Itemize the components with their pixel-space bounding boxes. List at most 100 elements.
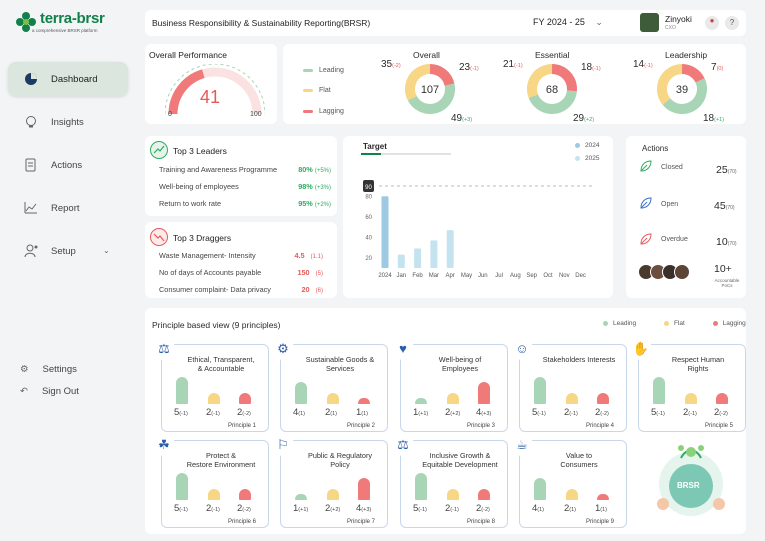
principle-card-9[interactable]: ☕ Value to Consumers 4(1) 2(1) 1(1) Principle…: [511, 434, 627, 528]
leading-slice: [657, 64, 707, 114]
donut-flat-value: 35(-2): [381, 59, 401, 70]
principle-8-icon: ⚖: [392, 434, 414, 456]
overall-performance-card: Overall Performance 41 0 100: [145, 44, 277, 124]
power-icon: ↶: [20, 386, 28, 397]
leaf-red-icon: [640, 233, 652, 245]
action-value-closed: 25(70): [716, 164, 737, 176]
fy-selector[interactable]: FY 2024 - 25 ⌄: [533, 17, 603, 27]
y-tick-label: 20: [365, 256, 372, 262]
principle-value-flat: 2(-1): [206, 503, 220, 514]
legend-lagging: Lagging: [303, 108, 344, 115]
action-label-closed: Closed: [661, 164, 683, 171]
page-title: Business Responsibility & Sustainability…: [152, 18, 371, 28]
principle-value-flat: 2(1): [325, 407, 338, 418]
principle-status-card: Leading Flat Lagging Overall 35(-2) 23(-…: [283, 44, 746, 124]
card-title: Top 3 Draggers: [173, 233, 232, 243]
x-tick-label: May: [461, 273, 472, 279]
user-name: Zinyoki: [665, 14, 692, 24]
principle-bar-lagging: [358, 478, 370, 500]
principle-bar-lagging: [358, 398, 370, 404]
principle-9-icon: ☕: [511, 434, 533, 456]
target-bar-chart: 90 80 60 40 20 2024 Jan Feb Mar Apr May Jun Jul Aug Se…: [363, 180, 593, 279]
bar-2024: [381, 196, 389, 268]
table-row: Return to work rate 95% (+2%): [159, 199, 331, 208]
principle-value-flat: 2(-1): [206, 407, 220, 418]
x-tick-label: Aug: [510, 273, 521, 279]
donut-flat-value: 14(-1): [633, 59, 653, 70]
bar-jan: [397, 254, 405, 268]
help-icon[interactable]: ?: [725, 16, 739, 30]
principle-label: Principle 9: [585, 519, 614, 525]
y-tick-label: 80: [365, 194, 372, 200]
legend-2025: 2025: [575, 155, 599, 162]
trend-down-icon: [150, 228, 168, 246]
card-title: Principle based view (9 principles): [152, 320, 281, 330]
principle-1-icon: ⚖: [153, 338, 175, 360]
principle-value-leading: 5(-1): [532, 407, 546, 418]
target-marker: [363, 180, 374, 192]
principle-card-1[interactable]: ⚖ Ethical, Transparent, & Accountable 5(-1…: [153, 338, 269, 432]
principle-value-lagging: 2(-2): [476, 503, 490, 514]
principle-value-lagging: 4(+3): [356, 503, 372, 514]
principle-card-7[interactable]: ⚐ Public & Regulatory Policy 1(+1) 2(+2) 4(+…: [272, 434, 388, 528]
x-tick-label: Jun: [478, 273, 488, 279]
settings-link[interactable]: ⚙ Settings: [20, 364, 77, 375]
terra-flower-logo-icon: [16, 12, 36, 32]
notification-bell-icon[interactable]: ●: [705, 16, 719, 30]
principle-4-icon: ☺: [511, 338, 533, 360]
principle-card-2[interactable]: ⚙ Sustainable Goods & Services 4(1) 2(1) 1(1…: [272, 338, 388, 432]
table-row: Training and Awareness Programme 80% (+5%…: [159, 165, 331, 174]
leading-slice: [527, 64, 577, 114]
principle-3-icon: ♥: [392, 338, 414, 360]
sidebar-item-report[interactable]: Report: [8, 191, 128, 225]
sidebar-item-dashboard[interactable]: Dashboard: [8, 62, 128, 96]
x-tick-label: Apr: [446, 273, 455, 279]
principle-value-leading: 5(-1): [651, 407, 665, 418]
donut-title: Overall: [413, 50, 440, 60]
chart-title: Target: [363, 142, 387, 151]
principle-bar-flat: [447, 393, 459, 404]
principle-title: Value to Consumers: [560, 451, 598, 470]
principle-card-6[interactable]: ☘ Protect & Restore Environment 5(-1) 2(-1)…: [153, 434, 269, 528]
poc-avatars: [638, 264, 698, 280]
avatar[interactable]: [640, 13, 659, 32]
principle-title: Protect & Restore Environment: [186, 451, 256, 470]
principle-bar-flat: [327, 393, 339, 404]
line-chart-icon: [24, 202, 37, 214]
sidebar-item-label: Report: [51, 203, 80, 214]
principle-value-flat: 2(+2): [325, 503, 341, 514]
flat-slice: [527, 64, 577, 114]
principle-value-lagging: 2(-2): [714, 407, 728, 418]
principle-card-3[interactable]: ♥ Well-being of Employees 1(+1) 2(+2) 4(+3) P…: [392, 338, 508, 432]
principle-label: Principle 2: [346, 423, 375, 429]
principle-bar-lagging: [478, 489, 490, 500]
donut-chart: 39: [657, 64, 707, 114]
sidebar-item-setup[interactable]: Setup ⌄: [8, 234, 128, 268]
principle-bar-lagging: [597, 494, 609, 500]
principle-label: Principle 6: [227, 519, 256, 525]
principle-bar-flat: [447, 489, 459, 500]
action-value-open: 45(70): [714, 200, 735, 212]
principle-bar-leading: [534, 478, 546, 500]
top-leaders-card: Top 3 Leaders Training and Awareness Pro…: [145, 136, 337, 216]
principle-bar-flat: [208, 393, 220, 404]
signout-link[interactable]: ↶ Sign Out: [20, 386, 79, 397]
sidebar-item-insights[interactable]: Insights: [8, 105, 128, 139]
sidebar-item-label: Dashboard: [51, 74, 98, 85]
principle-title: Well-being of Employees: [438, 355, 482, 374]
principle-title: Inclusive Growth & Equitable Development: [422, 451, 498, 470]
principle-card-4[interactable]: ☺ Stakeholders Interests 5(-1) 2(-1) 2(-2) P…: [511, 338, 627, 432]
gauge-max: 100: [250, 111, 262, 118]
principle-label: Principle 1: [227, 423, 256, 429]
principle-card-8[interactable]: ⚖ Inclusive Growth & Equitable Developmen…: [392, 434, 508, 528]
principle-bar-lagging: [239, 489, 251, 500]
principle-value-leading: 5(-1): [413, 503, 427, 514]
pie-chart-icon: [25, 73, 37, 85]
principle-value-leading: 5(-1): [174, 503, 188, 514]
sidebar-item-actions[interactable]: Actions: [8, 148, 128, 182]
donut-title: Leadership: [665, 50, 708, 60]
principle-card-5[interactable]: ✋ Respect Human Rights 5(-1) 2(-1) 2(-2) Prin…: [630, 338, 746, 432]
principle-bar-lagging: [239, 393, 251, 404]
principle-label: Principle 5: [704, 423, 733, 429]
sidebar-item-label: Actions: [51, 160, 83, 171]
